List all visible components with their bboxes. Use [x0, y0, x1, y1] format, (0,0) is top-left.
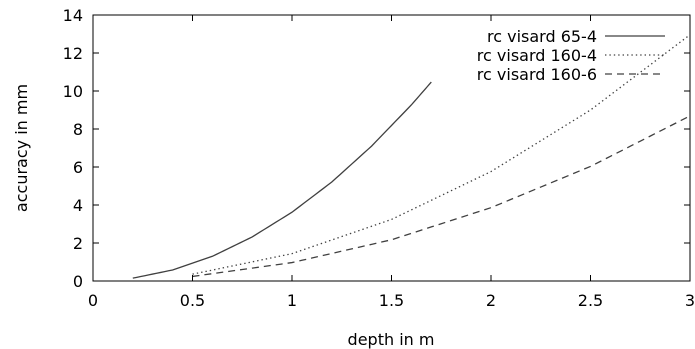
series-clip-group	[132, 34, 690, 279]
series-line-3	[192, 115, 690, 278]
tick-layer: 0 0.5 1 1.5 2 2.5 3 0 2 4 6 8 10 12 14	[63, 6, 695, 310]
series-layer	[132, 34, 690, 279]
y-tick-label: 0	[73, 272, 83, 291]
x-tick-label: 1	[287, 291, 297, 310]
y-tick-label: 4	[73, 196, 83, 215]
y-tick-label: 8	[73, 120, 83, 139]
series-line-2	[192, 34, 690, 275]
y-tick-label: 6	[73, 158, 83, 177]
legend: rc visard 65-4rc visard 160-4rc visard 1…	[477, 27, 665, 84]
legend-label-2: rc visard 160-4	[477, 46, 597, 65]
legend-label-3: rc visard 160-6	[477, 65, 597, 84]
y-tick-label: 14	[63, 6, 83, 25]
series-line-1	[132, 81, 432, 279]
legend-label-1: rc visard 65-4	[487, 27, 597, 46]
x-tick-label: 1.5	[379, 291, 404, 310]
y-tick-label: 10	[63, 82, 83, 101]
x-tick-label: 2	[486, 291, 496, 310]
y-tick-label: 2	[73, 234, 83, 253]
x-tick-label: 2.5	[578, 291, 603, 310]
x-tick-label: 0.5	[180, 291, 205, 310]
x-tick-label: 0	[88, 291, 98, 310]
plot-frame	[92, 14, 691, 282]
x-tick-label: 3	[685, 291, 695, 310]
y-tick-label: 12	[63, 44, 83, 63]
x-axis-label: depth in m	[348, 330, 435, 349]
y-axis-label: accuracy in mm	[12, 84, 31, 212]
